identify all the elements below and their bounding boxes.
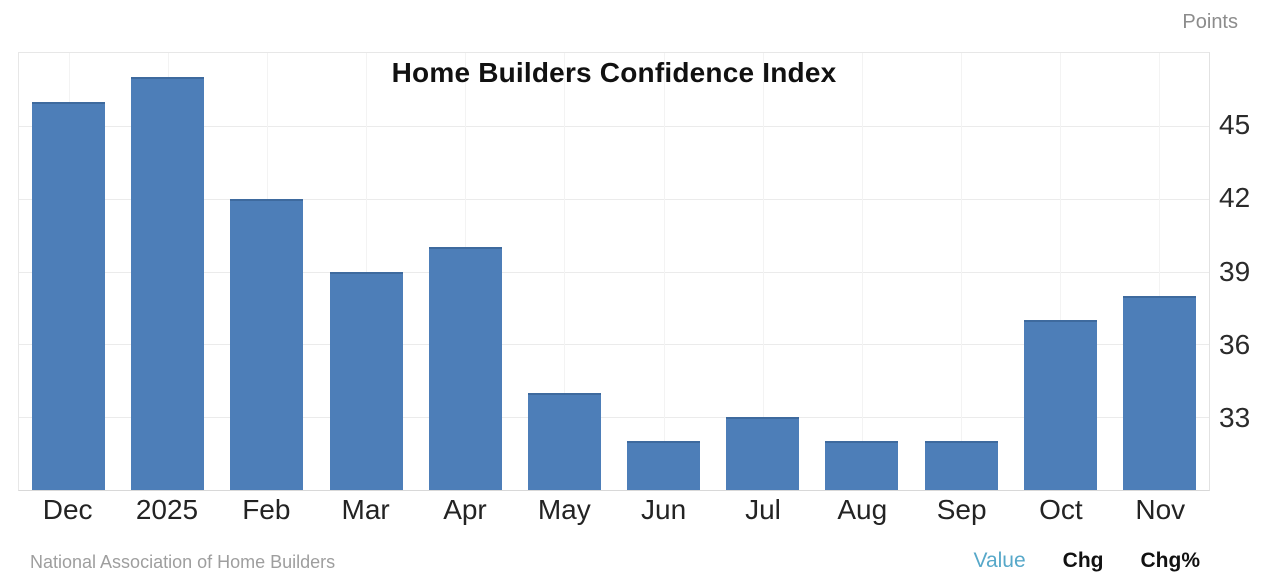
bar-slot-aug	[812, 53, 911, 490]
bar-slot-nov	[1110, 53, 1209, 490]
x-tick-label-oct: Oct	[1039, 494, 1083, 525]
bar-slot-dec	[19, 53, 118, 490]
x-tick-label-aug: Aug	[837, 494, 888, 525]
gridline-x-nov	[1159, 53, 1161, 490]
x-tick-label-sep: Sep	[936, 494, 987, 525]
gridline-y-42	[19, 198, 1209, 200]
bar-oct[interactable]	[1023, 320, 1097, 490]
bar-slot-apr	[416, 53, 515, 490]
bar-apr[interactable]	[428, 247, 502, 490]
tab-chg[interactable]: Chg	[1062, 549, 1104, 572]
y-tick-label-36: 36	[1219, 328, 1251, 360]
bar-slot-jun	[614, 53, 713, 490]
bar-2025[interactable]	[131, 77, 205, 490]
bar-slot-jul	[713, 53, 812, 490]
bar-dec[interactable]	[32, 101, 106, 490]
bar-slot-oct	[1011, 53, 1110, 490]
gridline-y-33	[19, 417, 1209, 419]
footer: National Association of Home Builders Va…	[0, 546, 1280, 578]
y-tick-label-45: 45	[1219, 109, 1251, 141]
bar-sep[interactable]	[924, 441, 998, 490]
gridline-y-45	[19, 125, 1209, 127]
gridline-x-aug	[861, 53, 863, 490]
x-tick-label-feb: Feb	[242, 494, 291, 525]
x-tick-label-jun: Jun	[641, 494, 687, 525]
y-axis: 33 36 39 42 45	[1210, 52, 1280, 491]
bar-aug[interactable]	[825, 441, 899, 490]
bar-slot-sep	[912, 53, 1011, 490]
gridline-y-39	[19, 271, 1209, 273]
x-tick-label-dec: Dec	[42, 494, 93, 525]
bar-jul[interactable]	[726, 417, 800, 490]
x-tick-label-2025: 2025	[135, 494, 199, 525]
y-tick-label-39: 39	[1219, 255, 1251, 287]
bar-slot-mar	[317, 53, 416, 490]
bar-slot-feb	[217, 53, 316, 490]
bar-series	[19, 53, 1209, 490]
y-tick-label-42: 42	[1219, 182, 1251, 214]
plot-area: Home Builders Confidence Index	[18, 52, 1210, 491]
y-tick-label-33: 33	[1219, 401, 1251, 433]
x-tick-label-nov: Nov	[1135, 494, 1186, 525]
x-tick-label-apr: Apr	[443, 494, 487, 525]
bar-nov[interactable]	[1122, 295, 1196, 490]
chart-title: Home Builders Confidence Index	[391, 57, 837, 88]
tab-value[interactable]: Value	[973, 549, 1026, 572]
gridline-x-sep	[961, 53, 963, 490]
bar-mar[interactable]	[329, 271, 403, 490]
bar-jun[interactable]	[627, 441, 701, 490]
gridline-y-36	[19, 344, 1209, 346]
gridline-x-oct	[1060, 53, 1062, 490]
bar-slot-2025	[118, 53, 217, 490]
gridline-x-jun	[663, 53, 665, 490]
gridline-x-may	[564, 53, 566, 490]
source-label: National Association of Home Builders	[30, 552, 336, 572]
x-tick-label-jul: Jul	[745, 494, 781, 525]
x-tick-label-may: May	[537, 494, 591, 525]
bar-slot-may	[515, 53, 614, 490]
gridline-x-jul	[762, 53, 764, 490]
x-tick-label-mar: Mar	[341, 494, 390, 525]
bar-may[interactable]	[527, 392, 601, 490]
series-tabs: Value Chg Chg%	[974, 549, 1200, 573]
x-axis: Dec 2025 Feb Mar Apr May Jun Jul Aug Sep Oct Nov	[18, 494, 1210, 526]
bar-feb[interactable]	[230, 198, 304, 490]
tab-chg[interactable]: Chg%	[1140, 549, 1201, 572]
y-axis-unit-label: Points	[1182, 11, 1238, 33]
